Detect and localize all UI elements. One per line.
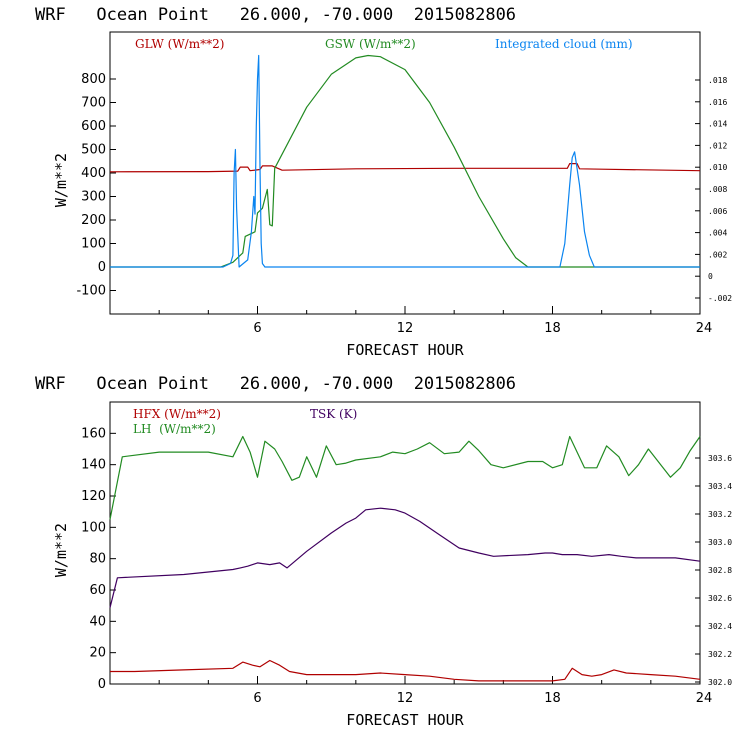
top-chart-title: WRF Ocean Point 26.000, -70.000 20150828… (35, 5, 516, 25)
y-tick-label: 160 (81, 426, 106, 441)
y-tick-label: 120 (81, 489, 106, 504)
series-line-lh (109, 435, 701, 520)
bottom-series-lines (109, 435, 701, 682)
series-line-glw (109, 163, 701, 173)
x-tick-label: 18 (544, 691, 561, 706)
y2-tick-label: .002 (708, 250, 727, 259)
y-tick-label: 200 (81, 213, 106, 228)
y-tick-label: 100 (81, 520, 106, 535)
y2-tick-label: .012 (708, 141, 727, 150)
series-line-tsk (109, 507, 701, 608)
y2-tick-label: .018 (708, 76, 727, 85)
x-tick-label: 24 (696, 321, 713, 336)
y-tick-label: 0 (98, 677, 106, 692)
y-tick-label: 800 (81, 72, 106, 87)
x-tick-label: 12 (397, 321, 414, 336)
y-tick-label: 100 (81, 237, 106, 252)
y-tick-label: 500 (81, 143, 106, 158)
series-line-integrated (110, 54, 700, 268)
x-tick-label: 6 (253, 691, 261, 706)
y-tick-label: 400 (81, 166, 106, 181)
y-tick-label: 40 (89, 614, 106, 629)
bottom-y-axis-label: W/m**2 (52, 523, 70, 577)
legend-integrated-cloud: Integrated cloud (mm) (495, 37, 633, 51)
x-tick-label: 18 (544, 321, 561, 336)
top-axis-ticks: 6 12 18 24 -100 0 100 200 300 400 500 600 700 800 .018… (76, 72, 732, 336)
series-line-gsw (110, 54, 700, 268)
series-line-hfx (110, 659, 701, 682)
legend-hfx: HFX (W/m**2) (133, 407, 221, 421)
y2-tick-label: 303.2 (708, 510, 732, 519)
y2-tick-label: .010 (708, 163, 727, 172)
y2-tick-label: 0 (708, 272, 713, 281)
y2-tick-label: 303.6 (708, 454, 732, 463)
x-tick-label: 24 (696, 691, 713, 706)
x-tick-label: 12 (397, 691, 414, 706)
top-chart-panel: WRF Ocean Point 26.000, -70.000 20150828… (35, 5, 732, 359)
y-tick-label: 300 (81, 190, 106, 205)
y-tick-label: -100 (76, 284, 106, 299)
y-tick-label: 20 (89, 646, 106, 661)
top-x-axis-label: FORECAST HOUR (346, 341, 464, 359)
y2-tick-label: 302.8 (708, 566, 732, 575)
y-tick-label: 140 (81, 458, 106, 473)
top-series-lines (109, 54, 701, 268)
y2-tick-label: .008 (708, 185, 727, 194)
top-y-axis-label: W/m**2 (52, 153, 70, 207)
y-tick-label: 0 (98, 260, 106, 275)
y2-tick-label: .016 (708, 98, 727, 107)
x-tick-label: 6 (253, 321, 261, 336)
y2-tick-label: 302.6 (708, 594, 732, 603)
bottom-plot-frame (109, 401, 701, 685)
y2-tick-label: .006 (708, 207, 727, 216)
y2-tick-label: 303.4 (708, 482, 732, 491)
bottom-axis-ticks: 6 12 18 24 0 20 40 60 80 100 120 140 160 303.6 303.4 30… (81, 426, 732, 706)
legend-tsk: TSK (K) (310, 407, 357, 421)
y2-tick-label: 302.2 (708, 650, 732, 659)
bottom-x-axis-label: FORECAST HOUR (346, 711, 464, 729)
y-tick-label: 600 (81, 119, 106, 134)
bottom-chart-panel: WRF Ocean Point 26.000, -70.000 20150828… (35, 374, 732, 729)
y2-tick-label: 302.0 (708, 678, 732, 687)
legend-gsw: GSW (W/m**2) (325, 37, 416, 51)
y-tick-label: 80 (89, 552, 106, 567)
bottom-chart-title: WRF Ocean Point 26.000, -70.000 20150828… (35, 374, 516, 394)
y2-tick-label: .014 (708, 120, 727, 129)
y2-tick-label: 303.0 (708, 538, 732, 547)
y-tick-label: 700 (81, 96, 106, 111)
y2-tick-label: 302.4 (708, 622, 732, 631)
y2-tick-label: -.002 (708, 294, 732, 303)
y2-tick-label: .004 (708, 229, 727, 238)
legend-lh: LH (W/m**2) (133, 422, 216, 436)
y-tick-label: 60 (89, 583, 106, 598)
top-plot-frame (109, 31, 701, 315)
legend-glw: GLW (W/m**2) (135, 37, 224, 51)
